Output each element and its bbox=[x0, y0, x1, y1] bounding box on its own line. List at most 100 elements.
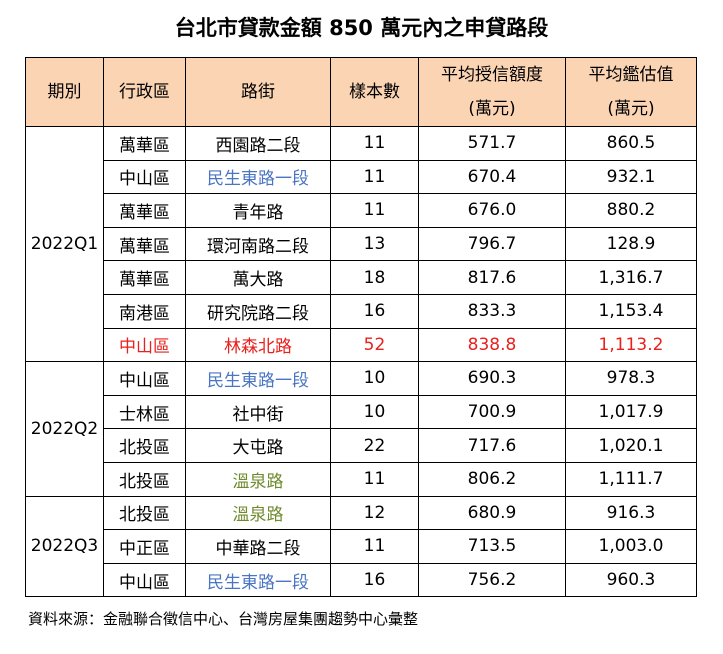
period-cell: 2022Q3 bbox=[25, 495, 104, 598]
samples-cell: 10 bbox=[330, 361, 419, 396]
appraisal-cell: 1,017.9 bbox=[565, 394, 697, 430]
appraisal-cell: 960.3 bbox=[565, 562, 697, 598]
district-cell: 南港區 bbox=[103, 293, 186, 329]
header-unit: (萬元) bbox=[468, 99, 516, 119]
loan-cell: 796.7 bbox=[418, 226, 566, 262]
loan-cell: 713.5 bbox=[418, 529, 566, 564]
loan-cell: 817.6 bbox=[418, 260, 566, 295]
header-unit: (萬元) bbox=[607, 99, 655, 119]
appraisal-cell: 1,153.4 bbox=[565, 293, 697, 329]
samples-cell: 10 bbox=[330, 394, 419, 430]
table-row: 中正區 中華路二段 11 713.5 1,003.0 bbox=[26, 529, 697, 564]
table-row: 南港區 研究院路二段 16 833.3 1,153.4 bbox=[26, 293, 697, 329]
loan-cell: 700.9 bbox=[418, 394, 566, 430]
header-cell: 路街 bbox=[185, 57, 331, 127]
street-cell: 民生東路一段 bbox=[185, 562, 331, 598]
district-cell: 北投區 bbox=[103, 461, 186, 497]
loan-cell: 680.9 bbox=[418, 495, 566, 531]
samples-cell: 11 bbox=[330, 461, 419, 497]
appraisal-cell: 1,316.7 bbox=[565, 260, 697, 295]
district-cell: 萬華區 bbox=[103, 126, 186, 161]
data-table: 期別 行政區 路街 樣本數 平均授信額度 (萬元) 平均鑑估值 (萬元) 2022Q1 萬華區西… bbox=[25, 57, 697, 598]
street-cell: 民生東路一段 bbox=[185, 361, 331, 396]
samples-cell: 22 bbox=[330, 428, 419, 463]
table-row: 中山區 民生東路一段 16 756.2 960.3 bbox=[26, 562, 697, 598]
appraisal-cell: 1,113.2 bbox=[565, 327, 697, 363]
loan-cell: 806.2 bbox=[418, 461, 566, 497]
header-label: 平均鑑估值 bbox=[588, 65, 674, 85]
district-cell: 中山區 bbox=[103, 562, 186, 598]
header-label: 路街 bbox=[241, 82, 275, 102]
district-cell: 北投區 bbox=[103, 428, 186, 463]
samples-cell: 52 bbox=[330, 327, 419, 363]
loan-cell: 571.7 bbox=[418, 126, 566, 161]
loan-cell: 717.6 bbox=[418, 428, 566, 463]
appraisal-cell: 860.5 bbox=[565, 126, 697, 161]
street-cell: 溫泉路 bbox=[185, 461, 331, 497]
samples-cell: 12 bbox=[330, 495, 419, 531]
table-row: 士林區 社中街 10 700.9 1,017.9 bbox=[26, 394, 697, 430]
samples-cell: 18 bbox=[330, 260, 419, 295]
table-row: 中山區 民生東路一段 11 670.4 932.1 bbox=[26, 159, 697, 195]
samples-cell: 16 bbox=[330, 562, 419, 598]
district-cell: 萬華區 bbox=[103, 193, 186, 228]
street-cell: 溫泉路 bbox=[185, 495, 331, 531]
table-row: 2022Q1 萬華區 西園路二段 11 571.7 860.5 bbox=[25, 125, 697, 363]
street-cell: 民生東路一段 bbox=[185, 159, 331, 195]
table-row: 2022Q2 中山區 民生東路一段 10 690.3 978.3 bbox=[25, 361, 697, 497]
samples-cell: 11 bbox=[330, 159, 419, 195]
district-cell: 中正區 bbox=[103, 529, 186, 564]
street-cell: 中華路二段 bbox=[185, 529, 331, 564]
table-row: 北投區 大屯路 22 717.6 1,020.1 bbox=[26, 428, 697, 463]
source-note: 資料來源：金融聯合徵信中心、台灣房屋集團趨勢中心彙整 bbox=[28, 610, 419, 628]
samples-cell: 16 bbox=[330, 293, 419, 329]
appraisal-cell: 1,003.0 bbox=[565, 529, 697, 564]
loan-cell: 756.2 bbox=[418, 562, 566, 598]
header-label: 樣本數 bbox=[349, 82, 400, 102]
samples-cell: 11 bbox=[330, 529, 419, 564]
header-label: 平均授信額度 bbox=[441, 65, 543, 85]
street-cell: 青年路 bbox=[185, 193, 331, 228]
district-cell: 中山區 bbox=[103, 361, 186, 396]
header-label: 行政區 bbox=[119, 82, 170, 102]
samples-cell: 11 bbox=[330, 126, 419, 161]
table-row: 中山區 林森北路 52 838.8 1,113.2 bbox=[26, 327, 697, 363]
district-cell: 中山區 bbox=[103, 159, 186, 195]
appraisal-cell: 1,020.1 bbox=[565, 428, 697, 463]
district-cell: 萬華區 bbox=[103, 260, 186, 295]
table-title: 台北市貸款金額 850 萬元內之申貸路段 bbox=[174, 16, 549, 40]
street-cell: 大屯路 bbox=[185, 428, 331, 463]
appraisal-cell: 916.3 bbox=[565, 495, 697, 531]
header-cell: 樣本數 bbox=[330, 57, 419, 127]
street-cell: 林森北路 bbox=[185, 327, 331, 363]
street-cell: 社中街 bbox=[185, 394, 331, 430]
header-cell: 期別 bbox=[25, 57, 104, 127]
appraisal-cell: 978.3 bbox=[565, 361, 697, 396]
table-row: 萬華區 環河南路二段 13 796.7 128.9 bbox=[26, 226, 697, 262]
appraisal-cell: 880.2 bbox=[565, 193, 697, 228]
district-cell: 萬華區 bbox=[103, 226, 186, 262]
appraisal-cell: 128.9 bbox=[565, 226, 697, 262]
appraisal-cell: 932.1 bbox=[565, 159, 697, 195]
header-label: 期別 bbox=[47, 82, 82, 102]
header-cell: 平均鑑估值 (萬元) bbox=[565, 57, 697, 127]
table-row: 萬華區 萬大路 18 817.6 1,316.7 bbox=[26, 260, 697, 295]
period-cell: 2022Q2 bbox=[25, 361, 104, 497]
samples-cell: 11 bbox=[330, 193, 419, 228]
district-cell: 中山區 bbox=[103, 327, 186, 363]
loan-cell: 670.4 bbox=[418, 159, 566, 195]
header-cell: 行政區 bbox=[103, 57, 186, 127]
table-row: 2022Q3 北投區 溫泉路 12 680.9 916.3 bbox=[25, 495, 697, 598]
loan-cell: 690.3 bbox=[418, 361, 566, 396]
period-cell: 2022Q1 bbox=[25, 125, 104, 363]
table-row: 萬華區 青年路 11 676.0 880.2 bbox=[26, 193, 697, 228]
table-row: 北投區 溫泉路 11 806.2 1,111.7 bbox=[26, 461, 697, 497]
loan-cell: 676.0 bbox=[418, 193, 566, 228]
street-cell: 西園路二段 bbox=[185, 126, 331, 161]
header-cell: 平均授信額度 (萬元) bbox=[418, 57, 566, 127]
appraisal-cell: 1,111.7 bbox=[565, 461, 697, 497]
loan-cell: 833.3 bbox=[418, 293, 566, 329]
street-cell: 環河南路二段 bbox=[185, 226, 331, 262]
district-cell: 北投區 bbox=[103, 495, 186, 531]
